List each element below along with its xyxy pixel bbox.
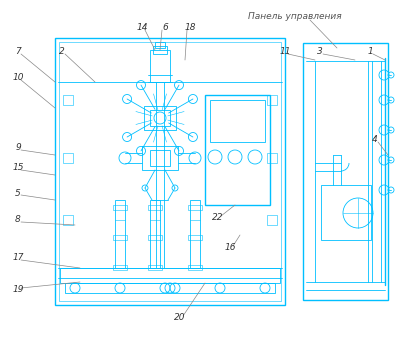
Bar — [55, 38, 285, 305]
Bar — [150, 200, 160, 268]
Bar — [144, 106, 176, 130]
Bar — [148, 205, 162, 210]
Bar — [155, 42, 165, 48]
Text: 11: 11 — [279, 47, 291, 57]
Text: 18: 18 — [184, 23, 196, 33]
Text: 1: 1 — [367, 47, 373, 57]
Text: 10: 10 — [12, 74, 24, 82]
Bar — [267, 95, 277, 105]
Bar — [190, 200, 200, 268]
Bar — [188, 205, 202, 210]
Bar — [188, 235, 202, 240]
Bar — [63, 95, 73, 105]
Text: 22: 22 — [212, 214, 224, 222]
Bar — [210, 100, 265, 142]
Text: 20: 20 — [174, 314, 186, 322]
Bar — [113, 205, 127, 210]
Text: 16: 16 — [224, 243, 236, 253]
Text: 6: 6 — [162, 23, 168, 33]
Bar — [63, 215, 73, 225]
Bar — [142, 146, 178, 170]
Bar — [65, 283, 275, 293]
Text: 5: 5 — [15, 188, 21, 198]
Bar — [267, 153, 277, 163]
Text: 4: 4 — [372, 136, 378, 144]
Text: 19: 19 — [12, 285, 24, 295]
Bar — [205, 95, 270, 205]
Text: 7: 7 — [15, 47, 21, 57]
Bar — [113, 265, 127, 270]
Bar — [63, 153, 73, 163]
Text: 3: 3 — [317, 47, 323, 57]
Bar — [267, 215, 277, 225]
Text: 9: 9 — [15, 143, 21, 153]
Text: 15: 15 — [12, 163, 24, 173]
Text: 8: 8 — [15, 216, 21, 224]
Bar — [148, 235, 162, 240]
Text: 2: 2 — [59, 47, 65, 57]
Bar — [115, 200, 125, 268]
Text: Панель управления: Панель управления — [248, 12, 342, 21]
Bar — [59, 42, 281, 301]
Bar — [150, 50, 170, 82]
Bar — [60, 268, 280, 283]
Bar — [150, 150, 170, 166]
Text: 17: 17 — [12, 254, 24, 262]
Bar — [321, 185, 371, 240]
Bar — [113, 235, 127, 240]
Text: 14: 14 — [136, 23, 148, 33]
Bar — [303, 43, 388, 300]
Bar — [148, 265, 162, 270]
Bar — [153, 46, 167, 54]
Bar — [188, 265, 202, 270]
Bar — [150, 110, 170, 126]
